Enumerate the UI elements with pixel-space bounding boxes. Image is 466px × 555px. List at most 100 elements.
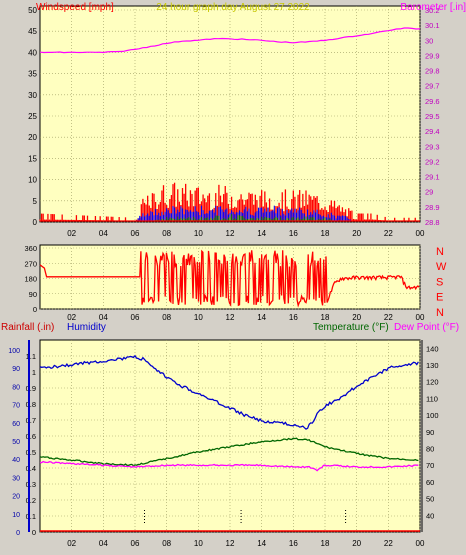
wind-x-tick-label: 10 — [194, 229, 203, 238]
wind-x-tick-label: 08 — [162, 229, 171, 238]
wind-y-tick-label: 40 — [28, 48, 37, 57]
compass-label-N: N — [436, 307, 444, 319]
temperature-y-tick-label: 40 — [426, 511, 434, 520]
direction-y-tick-label: 360 — [24, 244, 37, 253]
temperature-y-tick-label: 80 — [426, 445, 434, 454]
wind-x-tick-label: 06 — [131, 229, 140, 238]
rainfall-y-tick-label: 0.5 — [26, 448, 36, 457]
temperature-y-tick-label: 110 — [426, 394, 438, 403]
barometer-axis-title: Barometer [.in] — [400, 2, 466, 13]
temperature-y-tick-label: 60 — [426, 478, 434, 487]
direction-x-tick-label: 06 — [131, 313, 140, 322]
barometer-y-tick-label: 29.2 — [425, 157, 440, 166]
wind-y-tick-label: 10 — [28, 176, 37, 185]
wind-y-tick-label: 5 — [33, 197, 38, 206]
humidity-y-tick-label: 40 — [12, 457, 20, 464]
rainfall-y-tick-label: 0.9 — [26, 384, 36, 393]
windspeed-axis-title: Windspeed [mph] — [36, 2, 114, 13]
wind-y-tick-label: 25 — [28, 112, 37, 121]
dew-point-axis-title: Dew Point (°F) — [394, 322, 459, 333]
dew-point-line — [39, 460, 419, 472]
wind-y-tick-label: 30 — [28, 91, 37, 100]
barometer-y-tick-label: 29.3 — [425, 142, 440, 151]
barometer-y-tick-label: 29.1 — [425, 173, 440, 182]
direction-x-tick-label: 16 — [289, 313, 298, 322]
wind-y-tick-label: 50 — [28, 6, 37, 15]
humidity-y-tick-label: 90 — [12, 366, 20, 373]
barometer-y-tick-label: 30.1 — [425, 21, 440, 30]
direction-x-tick-label: 22 — [384, 313, 393, 322]
barometer-line — [39, 27, 421, 54]
climate-x-tick-label: 06 — [131, 539, 140, 548]
direction-x-tick-label: 14 — [257, 313, 266, 322]
humidity-y-tick-label: 10 — [12, 512, 20, 519]
rainfall-y-tick-label: 1.1 — [26, 352, 36, 361]
climate-x-tick-label: 22 — [384, 539, 393, 548]
chart-title: 24 hour graph day August 27 2022 — [156, 2, 310, 13]
temperature-y-tick-label: 90 — [426, 428, 434, 437]
temperature-y-tick-label: 70 — [426, 461, 434, 470]
barometer-y-tick-label: 29.5 — [425, 112, 440, 121]
wind-y-tick-label: 15 — [28, 154, 37, 163]
humidity-y-tick-label: 80 — [12, 384, 20, 391]
climate-x-tick-label: 00 — [416, 539, 425, 548]
barometer-y-tick-label: 30 — [425, 36, 433, 45]
climate-x-tick-label: 10 — [194, 539, 203, 548]
compass-label-S: S — [436, 276, 443, 288]
wind-x-tick-label: 18 — [321, 229, 330, 238]
rainfall-y-tick-label: 0.3 — [26, 480, 36, 489]
compass-label-E: E — [436, 292, 443, 304]
humidity-y-tick-label: 50 — [12, 439, 20, 446]
humidity-y-tick-label: 70 — [12, 403, 20, 410]
compass-label-W: W — [436, 261, 447, 273]
direction-x-tick-label: 18 — [321, 313, 330, 322]
climate-x-tick-label: 04 — [99, 539, 108, 548]
wind-x-tick-label: 12 — [226, 229, 235, 238]
wind-x-tick-label: 20 — [352, 229, 361, 238]
rainfall-y-tick-label: 1 — [32, 368, 36, 377]
rainfall-y-tick-label: 0.8 — [26, 400, 36, 409]
rainfall-y-tick-label: 0.1 — [26, 512, 36, 521]
humidity-y-tick-label: 30 — [12, 475, 20, 482]
rainfall-y-tick-label: 0.6 — [26, 432, 36, 441]
wind-y-tick-label: 20 — [28, 133, 37, 142]
wind-y-tick-label: 45 — [28, 27, 37, 36]
wind-direction-line — [39, 249, 420, 308]
direction-x-tick-label: 10 — [194, 313, 203, 322]
climate-x-tick-label: 12 — [226, 539, 235, 548]
humidity-y-tick-label: 60 — [12, 421, 20, 428]
direction-y-tick-label: 90 — [29, 290, 37, 299]
wind-y-tick-label: 35 — [28, 70, 37, 79]
direction-x-tick-label: 12 — [226, 313, 235, 322]
climate-x-tick-label: 20 — [352, 539, 361, 548]
humidity-axis-title: Humidity — [67, 322, 106, 333]
climate-x-tick-label: 14 — [257, 539, 266, 548]
climate-x-tick-label: 16 — [289, 539, 298, 548]
climate-x-tick-label: 08 — [162, 539, 171, 548]
direction-y-tick-label: 270 — [24, 259, 37, 268]
rainfall-y-tick-label: 0 — [32, 528, 36, 537]
wind-x-tick-label: 02 — [67, 229, 76, 238]
barometer-y-tick-label: 30.2 — [425, 6, 440, 15]
barometer-y-tick-label: 29.9 — [425, 51, 440, 60]
temperature-y-tick-label: 140 — [426, 344, 439, 353]
humidity-y-tick-label: 0 — [16, 530, 20, 537]
wind-x-tick-label: 14 — [257, 229, 266, 238]
direction-x-tick-label: 02 — [67, 313, 76, 322]
direction-y-tick-label: 180 — [24, 275, 37, 284]
wind-x-tick-label: 00 — [416, 229, 425, 238]
direction-x-tick-label: 08 — [162, 313, 171, 322]
temperature-y-tick-label: 130 — [426, 361, 439, 370]
barometer-y-tick-label: 29.8 — [425, 67, 440, 76]
humidity-y-tick-label: 20 — [12, 494, 20, 501]
wind-x-tick-label: 04 — [99, 229, 108, 238]
direction-x-tick-label: 20 — [352, 313, 361, 322]
direction-y-tick-label: 0 — [33, 305, 37, 314]
climate-x-tick-label: 02 — [67, 539, 76, 548]
barometer-y-tick-label: 29.4 — [425, 127, 440, 136]
rainfall-axis-title: Rainfall (.in) — [1, 322, 54, 333]
barometer-y-tick-label: 28.9 — [425, 203, 440, 212]
humidity-line — [39, 354, 419, 430]
